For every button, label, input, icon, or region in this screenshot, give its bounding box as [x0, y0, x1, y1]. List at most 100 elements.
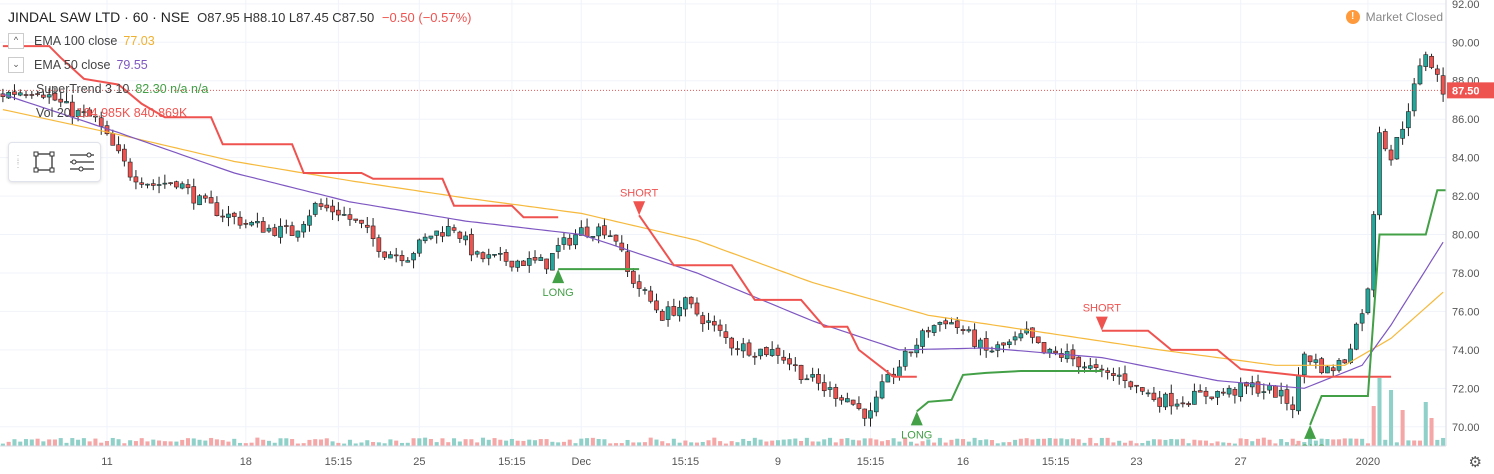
long-signal-triangle [910, 411, 923, 426]
volume-bar [1169, 438, 1174, 446]
volume-bar [787, 439, 792, 446]
volume-bar [1296, 440, 1301, 446]
candle-body [52, 92, 58, 101]
candle-body [17, 92, 23, 96]
market-status[interactable]: ! Market Closed [1345, 10, 1443, 24]
volume-bar [446, 442, 451, 446]
candle-body [550, 253, 555, 271]
volume-bar [261, 439, 266, 446]
candle-body [654, 300, 659, 311]
volume-bar [249, 442, 254, 446]
x-tick-label: 16 [957, 456, 969, 468]
volume-bar [1001, 442, 1006, 446]
candle-body [1296, 375, 1301, 412]
volume-bar [735, 442, 740, 446]
candle-body [1082, 366, 1087, 369]
volume-bar [758, 439, 763, 446]
volume-bar [712, 437, 717, 446]
volume-bar [428, 439, 433, 446]
candle-body [1087, 365, 1093, 369]
gear-icon[interactable]: ⚙ [1468, 454, 1482, 471]
candle-body [740, 343, 746, 352]
candle-body [1244, 382, 1249, 387]
candle-body [388, 254, 393, 259]
y-tick-label: 78.00 [1452, 268, 1480, 280]
candle-body [191, 186, 197, 204]
legend-ema50[interactable]: ⌄ EMA 50 close 79.55 [8, 57, 148, 73]
candle-body [1128, 381, 1134, 388]
candle-body [584, 226, 590, 237]
legend-label: EMA 100 close [34, 34, 118, 48]
volume-bar [24, 439, 29, 446]
candle-body [405, 260, 411, 263]
candle-body [1134, 384, 1139, 387]
candle-body [578, 227, 584, 236]
volume-bar [1094, 443, 1099, 446]
legend-supertrend[interactable]: SuperTrend 3 10 82.30 n/a n/a [8, 82, 208, 96]
candle-body [1290, 404, 1296, 410]
volume-bar [1238, 438, 1243, 446]
candle-body [1047, 348, 1053, 354]
volume-bar [1122, 442, 1128, 446]
volume-bar [371, 442, 376, 446]
short-signal-label: SHORT [1083, 303, 1122, 315]
legend-volume[interactable]: Vol 20 184.985K 840.869K [8, 106, 187, 120]
volume-bar [839, 438, 844, 446]
volume-bar [139, 438, 144, 446]
candle-body [868, 410, 873, 419]
volume-bar [99, 442, 104, 446]
volume-bar [1336, 439, 1342, 446]
volume-bar [255, 437, 260, 446]
volume-bar [1435, 439, 1440, 446]
candle-body [260, 221, 266, 233]
candle-body [1406, 111, 1411, 129]
candle-body [590, 236, 596, 238]
expand-legend-button[interactable]: ⌄ [8, 57, 24, 73]
candle-body [1417, 65, 1423, 85]
volume-bar [1215, 441, 1220, 446]
grip-icon[interactable]: ⋮ ⋮ [13, 154, 23, 170]
symbol-header: JINDAL SAW LTD · 60 · NSE O87.95 H88.10 … [8, 9, 471, 25]
candle-body [1238, 382, 1243, 397]
legend-value: 184.985K 840.869K [76, 106, 188, 120]
collapse-legend-button[interactable]: ^ [8, 33, 24, 49]
candle-body [949, 322, 954, 325]
volume-bar [527, 439, 532, 446]
candle-body [434, 230, 440, 236]
candle-body [775, 347, 781, 356]
candle-body [150, 183, 156, 186]
volume-bar [1053, 438, 1058, 446]
volume-bar [868, 438, 873, 446]
volume-bar [1331, 439, 1336, 446]
candle-body [804, 378, 810, 381]
legend-ema100[interactable]: ^ EMA 100 close 77.03 [8, 33, 155, 49]
volume-bar [718, 441, 723, 446]
candle-body [492, 254, 497, 256]
x-tick-label: 15:15 [325, 456, 353, 468]
volume-bar [174, 441, 179, 446]
candle-body [538, 257, 544, 261]
candle-body [35, 93, 40, 95]
candle-body [255, 221, 260, 224]
candle-body [688, 296, 694, 305]
list-lines-button[interactable] [67, 147, 97, 177]
volume-bar [827, 437, 833, 446]
x-tick-label: 9 [775, 456, 781, 468]
volume-bar [1047, 438, 1052, 446]
volume-bar [1279, 439, 1284, 446]
candle-body [162, 182, 168, 185]
volume-bar [775, 440, 780, 446]
candle-body [729, 337, 735, 349]
y-tick-label: 92.00 [1452, 0, 1480, 11]
candle-body [978, 339, 983, 349]
volume-bar [700, 441, 705, 446]
volume-bar [1302, 442, 1307, 446]
volume-bar [214, 439, 219, 446]
volume-bar [290, 439, 295, 446]
volume-bar [498, 439, 503, 446]
candle-body [966, 329, 972, 332]
volume-bar [1441, 437, 1446, 446]
rectangle-select-button[interactable] [29, 147, 59, 177]
